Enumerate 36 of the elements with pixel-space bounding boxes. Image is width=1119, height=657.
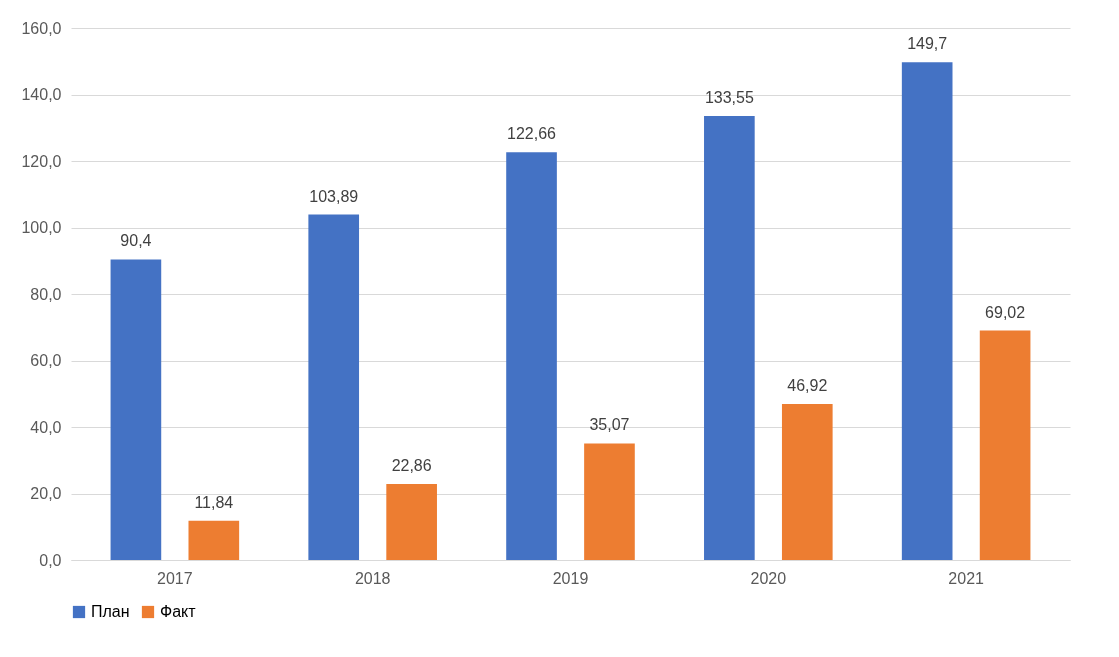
x-tick-label: 2020 bbox=[750, 569, 787, 587]
x-tick-label: 2017 bbox=[157, 569, 193, 587]
y-tick-label: 120,0 bbox=[21, 152, 62, 170]
bar bbox=[704, 115, 755, 560]
data-label: 11,84 bbox=[194, 493, 234, 511]
bar bbox=[110, 259, 162, 560]
y-tick-label: 80,0 bbox=[30, 285, 62, 303]
bar bbox=[386, 483, 437, 560]
data-label: 103,89 bbox=[309, 187, 359, 205]
x-tick-label: 2021 bbox=[948, 569, 985, 587]
y-tick-label: 140,0 bbox=[21, 86, 62, 103]
bar bbox=[901, 62, 953, 560]
y-tick-label: 100,0 bbox=[21, 219, 62, 236]
bar bbox=[979, 330, 1031, 560]
x-tick-label: 2018 bbox=[354, 569, 391, 587]
data-label: 35,07 bbox=[589, 416, 630, 434]
y-tick-label: 160,0 bbox=[21, 19, 62, 37]
data-label: 122,66 bbox=[507, 125, 557, 143]
bar bbox=[584, 443, 635, 560]
y-tick-label: 40,0 bbox=[30, 418, 62, 436]
y-tick-label: 20,0 bbox=[30, 485, 62, 502]
legend-label: План bbox=[91, 603, 130, 620]
bar bbox=[308, 214, 360, 560]
x-tick-label: 2019 bbox=[552, 569, 589, 587]
data-label: 149,7 bbox=[907, 35, 948, 53]
data-label: 133,55 bbox=[704, 88, 754, 106]
bar bbox=[188, 520, 240, 560]
data-label: 90,4 bbox=[120, 232, 152, 250]
data-label: 22,86 bbox=[391, 456, 432, 474]
data-label: 69,02 bbox=[985, 303, 1026, 321]
legend-label: Факт bbox=[160, 603, 197, 620]
bar bbox=[781, 403, 833, 560]
bar bbox=[506, 152, 557, 560]
data-label: 46,92 bbox=[787, 376, 828, 394]
y-tick-label: 60,0 bbox=[30, 352, 62, 369]
y-tick-label: 0,0 bbox=[39, 551, 62, 569]
